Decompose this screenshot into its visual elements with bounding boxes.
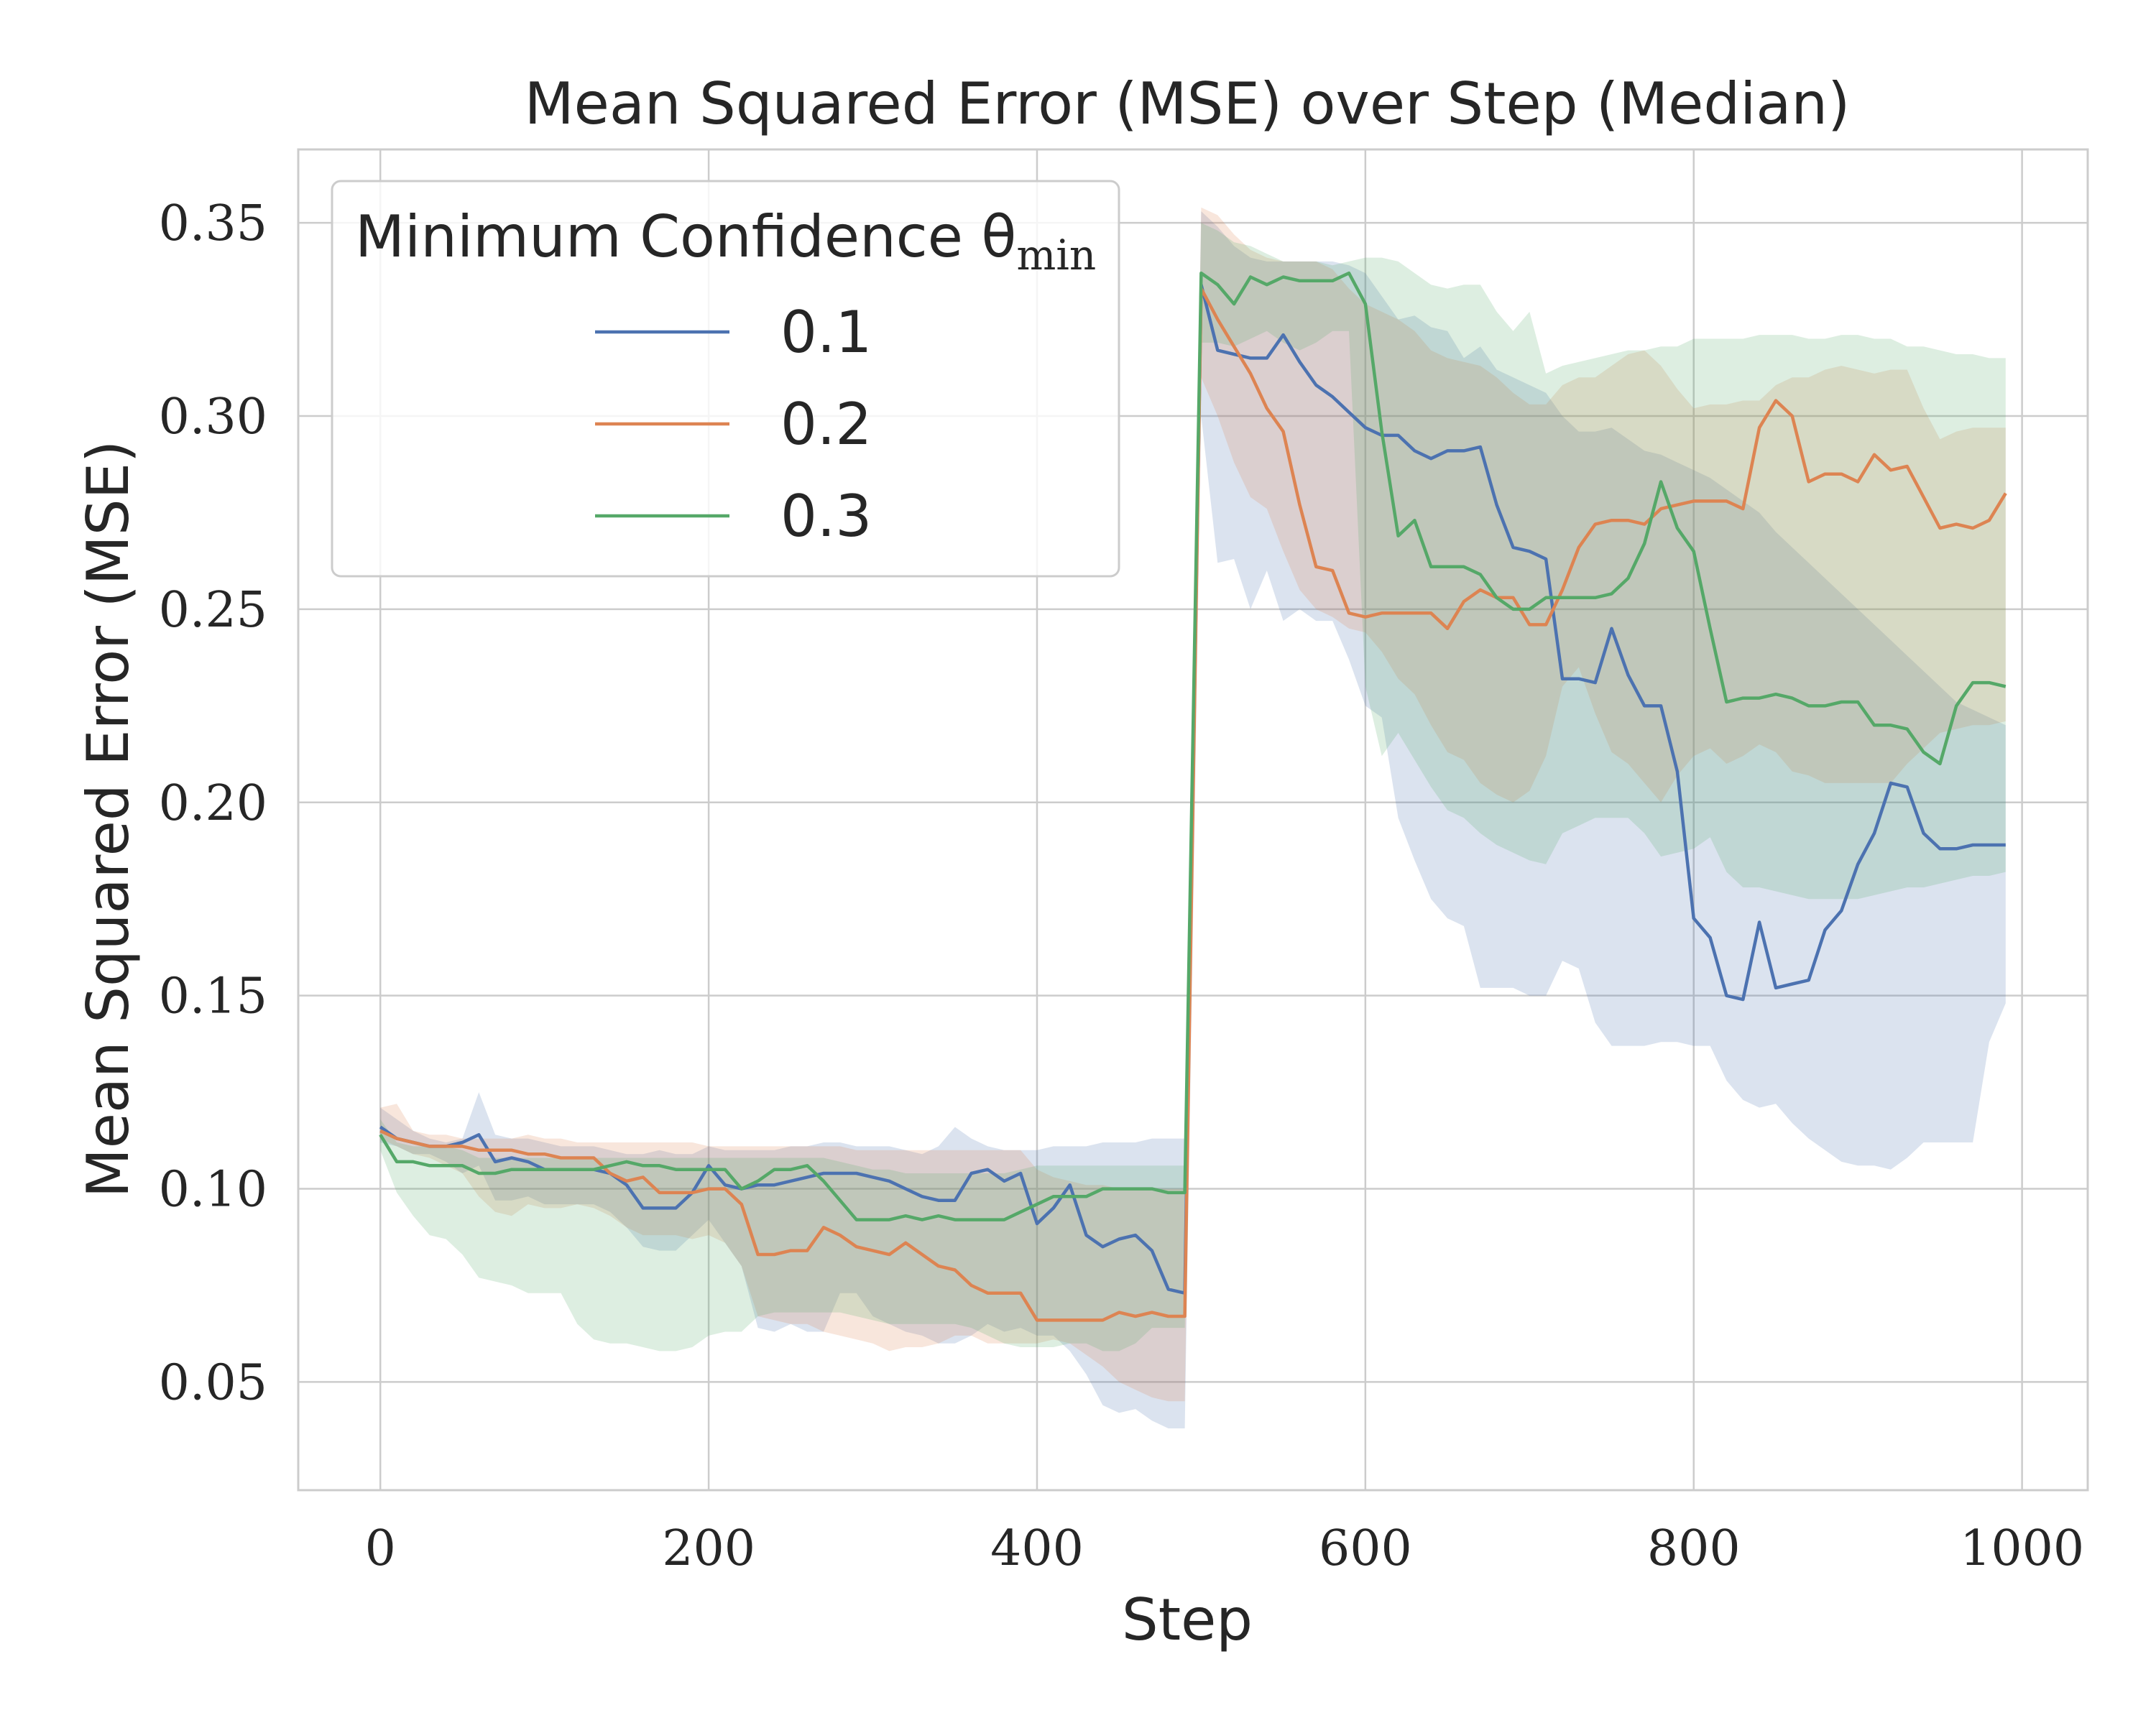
y-tick-label: 0.20 xyxy=(159,775,267,832)
legend-label: 0.2 xyxy=(780,391,872,458)
y-axis-label: Mean Squared Error (MSE) xyxy=(75,440,142,1198)
y-tick-label: 0.05 xyxy=(159,1354,267,1411)
x-tick-labels: 0 200 400 600 800 1000 xyxy=(365,1520,2085,1577)
legend: Minimum Confidence θmin 0.1 0.2 0.3 xyxy=(331,180,1120,578)
y-tick-label: 0.15 xyxy=(159,969,267,1025)
x-axis-label: Step xyxy=(1122,1586,1253,1653)
series-lines xyxy=(379,271,2007,1322)
y-tick-label: 0.25 xyxy=(159,582,267,639)
x-tick-label: 200 xyxy=(662,1520,755,1577)
chart-title: Mean Squared Error (MSE) over Step (Medi… xyxy=(525,70,1851,137)
x-tick-label: 1000 xyxy=(1960,1520,2084,1577)
y-tick-label: 0.30 xyxy=(159,389,267,445)
line-0.3 xyxy=(379,271,2007,1221)
legend-entries: 0.1 0.2 0.3 xyxy=(595,299,872,550)
x-tick-label: 600 xyxy=(1319,1520,1412,1577)
x-tick-label: 800 xyxy=(1647,1520,1741,1577)
legend-label: 0.1 xyxy=(780,299,872,366)
plot-frame xyxy=(297,148,2089,1492)
legend-title: Minimum Confidence θmin xyxy=(355,203,1096,279)
legend-label: 0.3 xyxy=(780,483,872,550)
legend-box xyxy=(331,180,1120,578)
y-tick-label: 0.10 xyxy=(159,1162,267,1219)
y-tick-labels: 0.05 0.10 0.15 0.20 0.25 0.30 0.35 xyxy=(159,195,267,1411)
x-tick-label: 400 xyxy=(990,1520,1084,1577)
x-tick-label: 0 xyxy=(365,1520,396,1577)
y-tick-label: 0.35 xyxy=(159,195,267,252)
